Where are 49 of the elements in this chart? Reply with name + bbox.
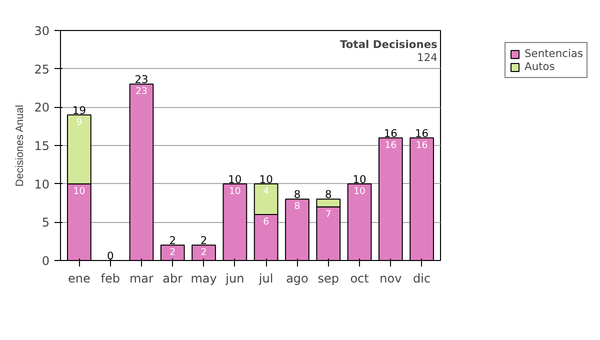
data-label: 23: [136, 86, 148, 98]
data-label: 4: [263, 186, 270, 197]
total-label: 23: [134, 73, 148, 86]
y-tick-label: 5: [42, 216, 50, 230]
x-tick-label: feb: [100, 272, 120, 286]
x-tick-label: ago: [286, 272, 308, 286]
data-label: 10: [354, 186, 366, 197]
y-axis-title: Decisiones Anual: [14, 104, 26, 187]
x-tick-label: nov: [380, 272, 402, 286]
total-label: 16: [415, 126, 429, 140]
y-tick-label: 10: [34, 177, 50, 192]
x-tick-label: mar: [129, 272, 154, 286]
total-label: 10: [352, 172, 367, 186]
legend-label: Autos: [524, 60, 555, 73]
total-label: 10: [259, 172, 274, 186]
total-label: 8: [324, 188, 332, 202]
x-tick-label: may: [190, 272, 217, 286]
data-label: 10: [73, 186, 86, 197]
total-label: 2: [169, 234, 176, 248]
data-label: 16: [416, 140, 428, 151]
y-tick-label: 30: [34, 24, 50, 38]
x-tick-label: sep: [318, 272, 340, 286]
annotation: 124: [417, 50, 438, 64]
data-label: 2: [200, 247, 207, 258]
data-label: 10: [228, 186, 241, 197]
y-tick-label: 15: [34, 139, 50, 153]
x-tick-label: dic: [413, 272, 431, 286]
data-label: 2: [170, 247, 176, 258]
total-label: 10: [228, 172, 242, 186]
total-label: 16: [384, 126, 398, 140]
total-label: 0: [106, 250, 114, 262]
total-label: 2: [200, 234, 208, 248]
data-label: 16: [384, 140, 397, 151]
total-label: 8: [294, 188, 301, 202]
legend-label: Sentencias: [524, 47, 583, 60]
annotation: Total Decisiones: [340, 38, 438, 51]
data-label: 8: [294, 201, 300, 212]
x-tick-label: ene: [68, 272, 90, 286]
data-label: 7: [325, 208, 332, 220]
x-tick-label: jun: [224, 272, 244, 286]
y-tick-label: 25: [34, 62, 50, 76]
y-tick-label: 20: [34, 100, 50, 115]
total-label: 19: [72, 104, 86, 117]
data-label: 6: [263, 216, 270, 228]
data-label: 9: [76, 116, 82, 128]
x-tick-label: abr: [162, 272, 183, 286]
y-tick-label: 0: [42, 254, 50, 268]
x-tick-label: oct: [350, 272, 370, 286]
x-tick-label: jul: [258, 272, 274, 286]
